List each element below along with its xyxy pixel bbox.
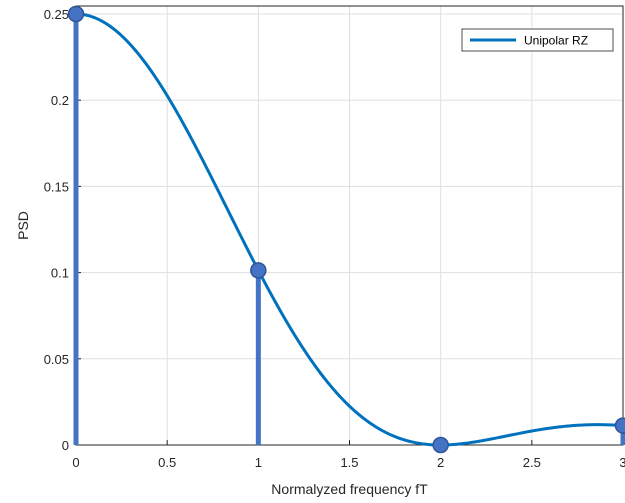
legend: Unipolar RZ [461,28,614,52]
grid [76,6,623,445]
x-tick-label: 0 [72,455,79,470]
stem-marker [614,417,625,434]
y-tick-label: 0.2 [51,93,69,108]
x-tick-label: 2 [437,455,444,470]
legend-box [461,28,614,52]
stem-marker [432,436,449,454]
series-line-unipolar-rz [75,12,624,447]
stem-marker [67,5,85,23]
series-layer [75,12,624,447]
x-axis-label: Normalyzed frequency fT [271,481,428,497]
x-tick-label: 1 [255,455,262,470]
stem-layer [67,5,625,454]
y-tick-label: 0.05 [44,352,69,367]
y-axis-label: PSD [15,211,31,240]
y-tick-label: 0.1 [51,266,69,281]
x-tick-label: 2.5 [523,455,541,470]
legend-label-unipolar-rz: Unipolar RZ [524,34,588,48]
y-tick-label: 0.25 [44,7,69,22]
axis-ticks: 0 0.5 1 1.5 2 2.5 3 0 0.05 0.1 0.15 0.2 0.25 [44,7,625,470]
x-tick-label: 0.5 [158,455,176,470]
y-tick-label: 0.15 [44,179,69,194]
stem-marker [250,262,267,279]
x-tick-label: 1.5 [340,455,358,470]
x-tick-label: 3 [619,455,625,470]
y-tick-label: 0 [62,438,69,453]
